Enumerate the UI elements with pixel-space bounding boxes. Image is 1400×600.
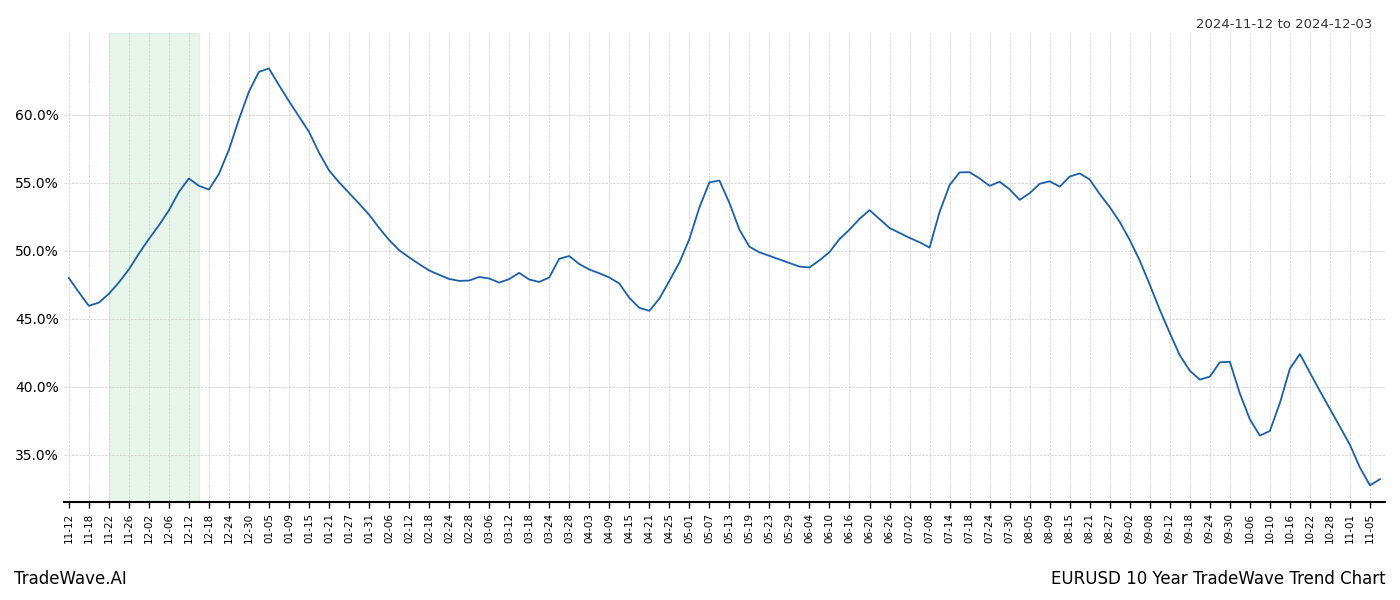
Bar [109, 33, 199, 502]
Text: TradeWave.AI: TradeWave.AI [14, 570, 127, 588]
Text: 2024-11-12 to 2024-12-03: 2024-11-12 to 2024-12-03 [1196, 18, 1372, 31]
Text: EURUSD 10 Year TradeWave Trend Chart: EURUSD 10 Year TradeWave Trend Chart [1051, 570, 1386, 588]
